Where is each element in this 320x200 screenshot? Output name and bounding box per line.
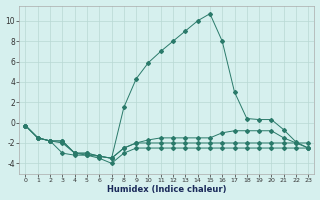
X-axis label: Humidex (Indice chaleur): Humidex (Indice chaleur) [107,185,227,194]
